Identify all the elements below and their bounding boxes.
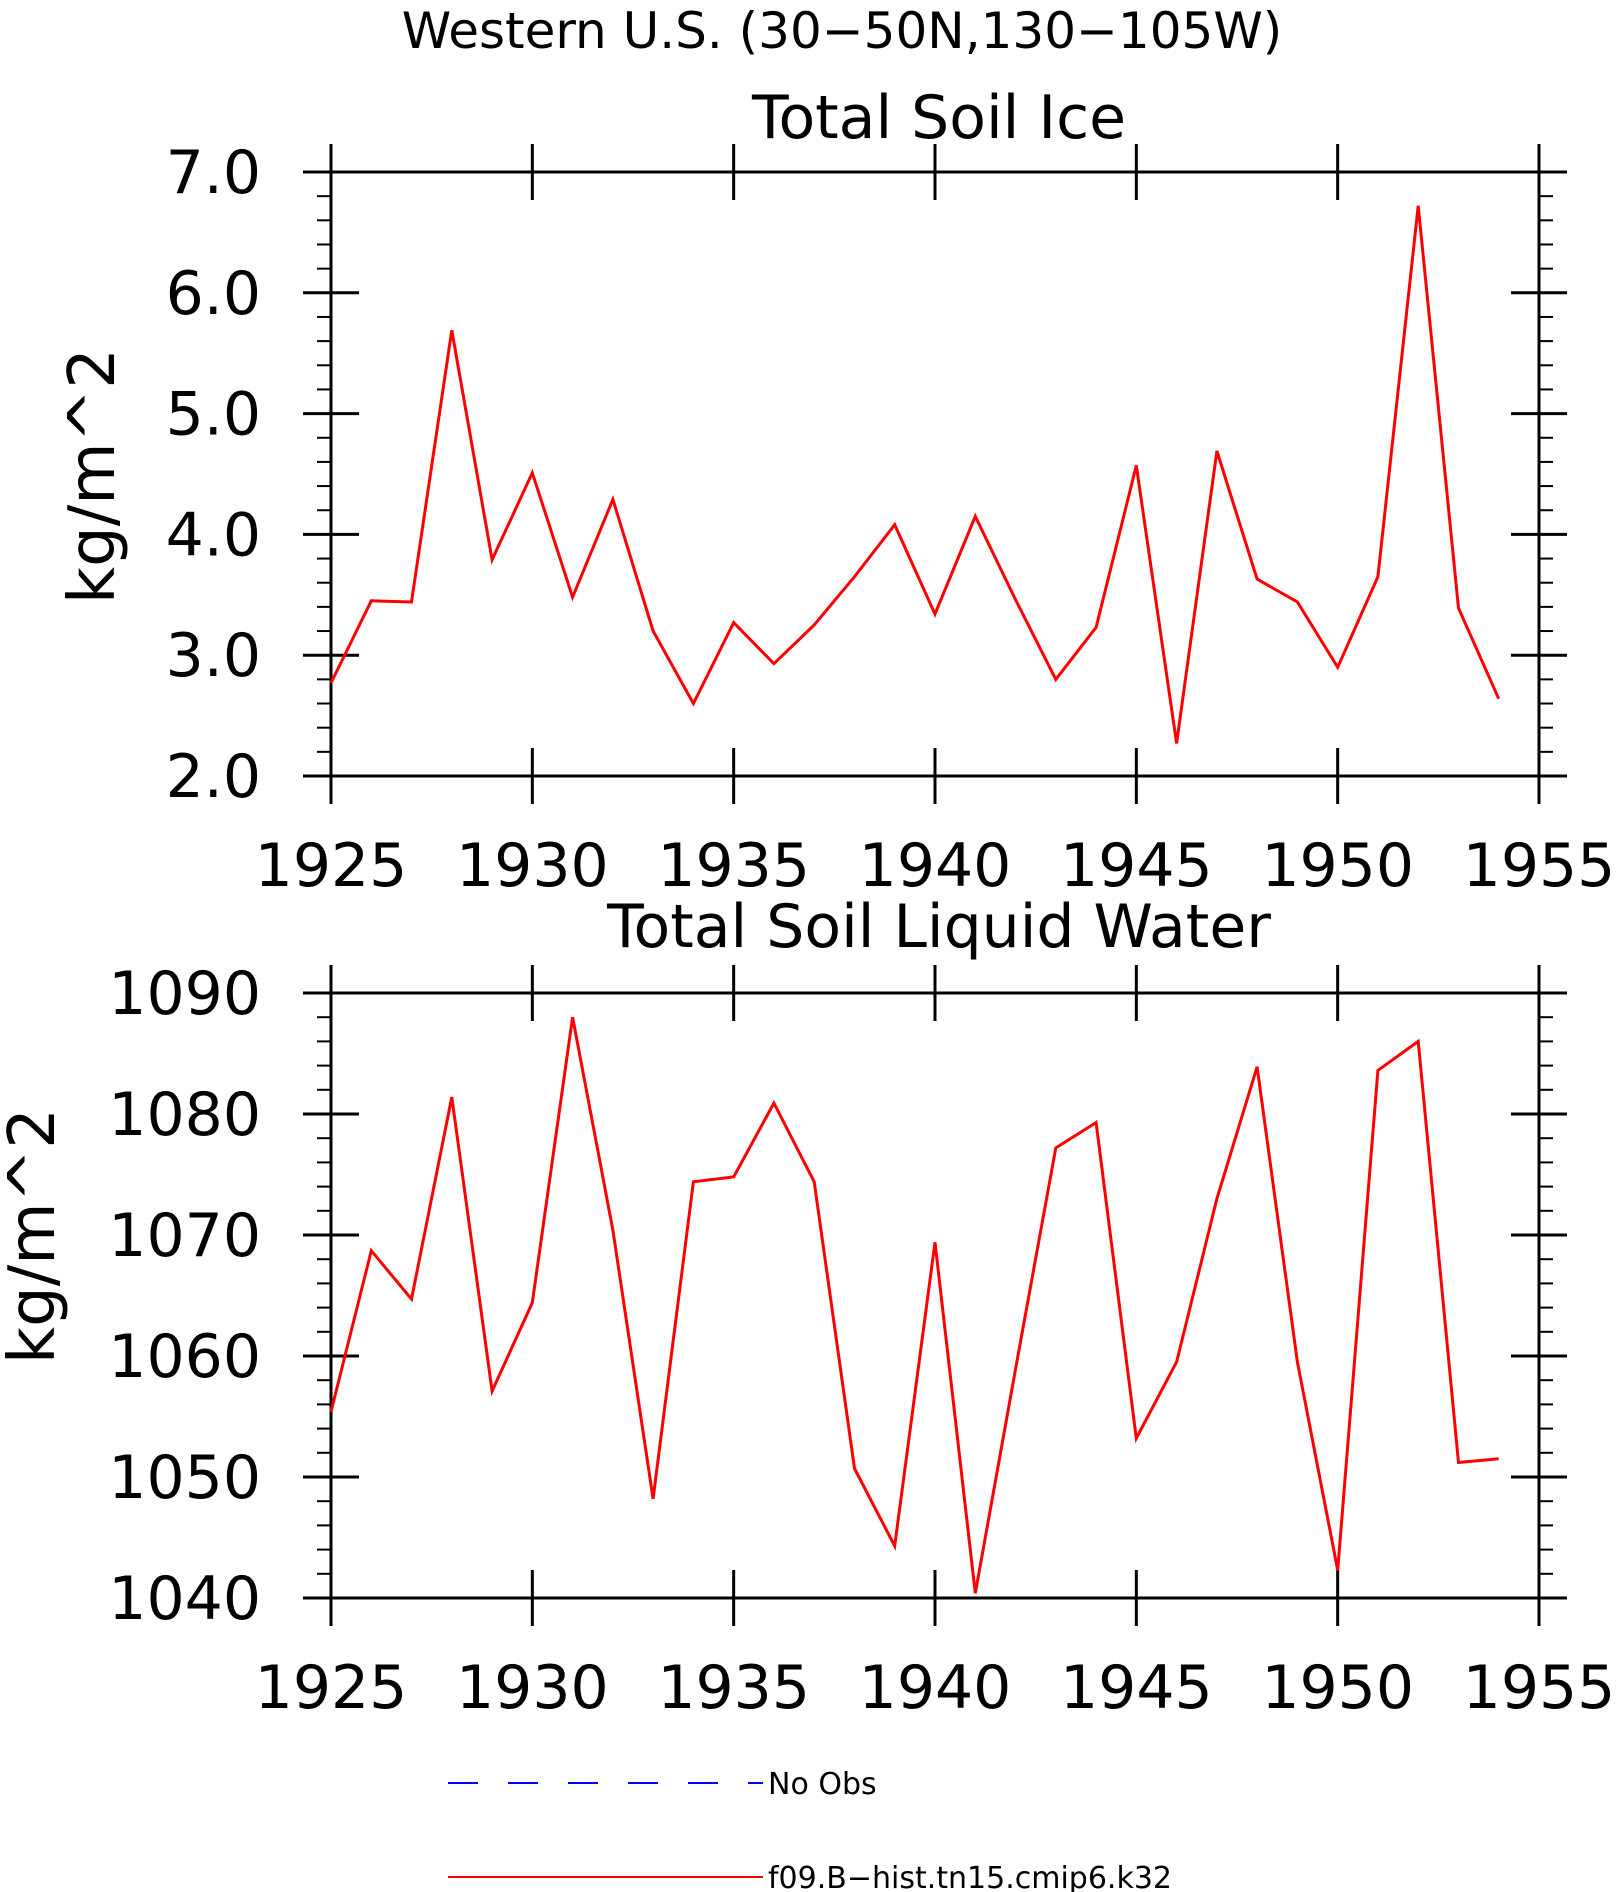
- legend-label-model: f09.B−hist.tn15.cmip6.k32: [768, 1861, 1172, 1892]
- y-axis-label-soil-liquid-water: kg/m^2: [0, 1108, 70, 1364]
- x-tick-label: 1950: [1261, 831, 1414, 901]
- x-tick-label: 1955: [1463, 1653, 1616, 1723]
- y-tick-label: 5.0: [166, 380, 261, 450]
- panel-soil-liquid-water: Total Soil Liquid Water kg/m^2 1925 1930 1…: [0, 892, 1615, 1723]
- y-tick-label: 3.0: [166, 621, 261, 691]
- x-tick-label: 1935: [657, 831, 810, 901]
- plot-frame: [329, 170, 1541, 778]
- y-axis-label-soil-ice: kg/m^2: [56, 348, 130, 604]
- x-tick-label: 1940: [859, 1653, 1012, 1723]
- plot-area-soil-liquid-water: 1925 1930 1935 1940 1945 1950 1955 1040 1050 1060…: [108, 959, 1615, 1723]
- x-tick-label: 1945: [1060, 1653, 1213, 1723]
- series-line: [329, 1016, 1499, 1594]
- x-tick-label: 1950: [1261, 1653, 1414, 1723]
- x-tick-label: 1945: [1060, 831, 1213, 901]
- y-tick-label: 7.0: [166, 138, 261, 208]
- x-tick-label: 1935: [657, 1653, 810, 1723]
- y-tick-label: 1050: [108, 1443, 261, 1513]
- legend: No Obs f09.B−hist.tn15.cmip6.k32: [448, 1767, 1172, 1892]
- y-tick-label: 1040: [108, 1564, 261, 1634]
- y-tick-label: 1090: [108, 959, 261, 1029]
- x-tick-label: 1955: [1463, 831, 1616, 901]
- page-title: Western U.S. (30−50N,130−105W): [402, 2, 1283, 60]
- panel-title-soil-ice: Total Soil Ice: [751, 83, 1126, 153]
- series-line: [329, 205, 1501, 744]
- x-tick-label: 1940: [859, 831, 1012, 901]
- panel-title-soil-liquid-water: Total Soil Liquid Water: [606, 892, 1271, 962]
- plot-area-soil-ice: 1925 1930 1935 1940 1945 1950 1955 2.0 3.0 4.0 5.0…: [166, 138, 1616, 901]
- panel-soil-ice: Total Soil Ice kg/m^2 1925 1930 1935 1940 19…: [56, 83, 1615, 901]
- y-tick-label: 1060: [108, 1322, 261, 1392]
- legend-label-no-obs: No Obs: [768, 1767, 877, 1802]
- y-tick-label: 2.0: [166, 742, 261, 812]
- x-tick-label: 1930: [456, 831, 609, 901]
- y-tick-label: 6.0: [166, 259, 261, 329]
- y-tick-label: 4.0: [166, 500, 261, 570]
- y-tick-label: 1080: [108, 1080, 261, 1150]
- plot-frame: [329, 991, 1541, 1600]
- y-tick-label: 1070: [108, 1201, 261, 1271]
- x-tick-label: 1925: [255, 831, 408, 901]
- x-tick-label: 1925: [255, 1653, 408, 1723]
- x-tick-label: 1930: [456, 1653, 609, 1723]
